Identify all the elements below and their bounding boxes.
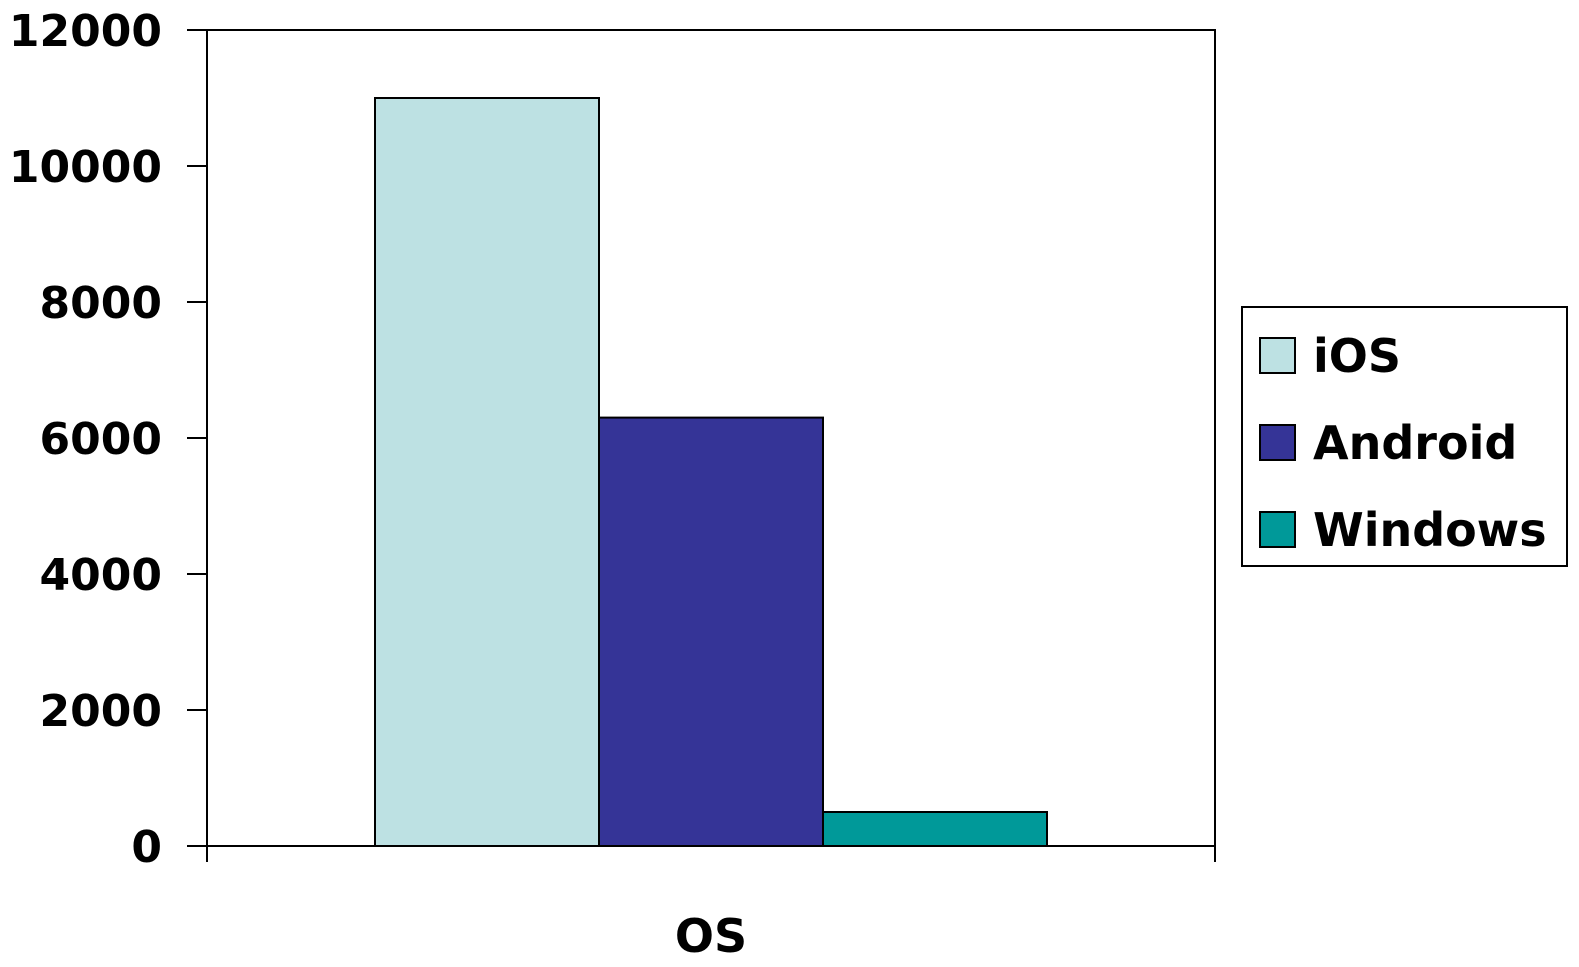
legend: iOS Android Windows [1241,306,1568,567]
x-axis: OS [206,846,1216,963]
bar-android [598,416,824,847]
y-tick-label: 0 [131,822,162,873]
y-tick-label: 8000 [40,278,162,329]
legend-swatch-ios [1259,337,1296,374]
legend-label-android: Android [1313,416,1517,470]
bars [374,97,1048,847]
y-tick-label: 12000 [9,6,162,57]
legend-swatch-android [1259,424,1296,461]
y-tick-label: 6000 [40,414,162,465]
legend-label-ios: iOS [1313,329,1401,383]
y-tick-label: 10000 [9,142,162,193]
bar-ios [374,97,600,847]
bar-windows [822,811,1048,847]
legend-box [1241,306,1568,567]
y-axis: 0 2000 4000 6000 8000 10000 12000 [9,6,207,873]
legend-swatch-windows [1259,511,1296,548]
x-category-label: OS [675,909,747,963]
y-tick-label: 2000 [40,686,162,737]
y-tick-label: 4000 [40,550,162,601]
legend-label-windows: Windows [1313,503,1547,557]
